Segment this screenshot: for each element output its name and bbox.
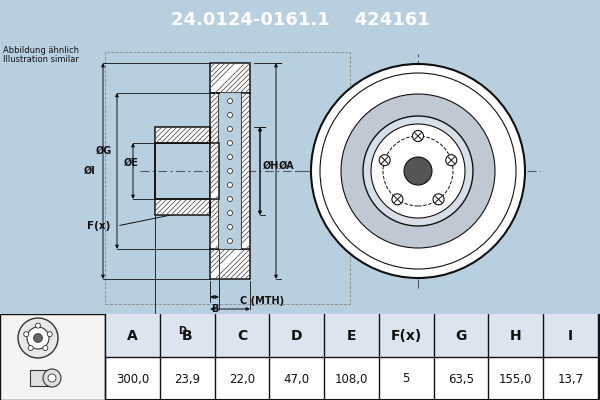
Text: C (MTH): C (MTH) bbox=[240, 296, 284, 306]
Bar bbox=[219, 93, 241, 249]
Circle shape bbox=[363, 116, 473, 226]
Text: 108,0: 108,0 bbox=[335, 372, 368, 386]
Text: G: G bbox=[455, 329, 467, 343]
Text: 63,5: 63,5 bbox=[448, 372, 474, 386]
Circle shape bbox=[311, 64, 525, 278]
Circle shape bbox=[27, 327, 49, 349]
Circle shape bbox=[227, 224, 233, 230]
Circle shape bbox=[227, 98, 233, 104]
Text: 47,0: 47,0 bbox=[284, 372, 310, 386]
Circle shape bbox=[18, 318, 58, 358]
Circle shape bbox=[227, 210, 233, 216]
Text: Abbildung ähnlich: Abbildung ähnlich bbox=[3, 46, 79, 55]
Circle shape bbox=[227, 112, 233, 118]
Circle shape bbox=[227, 238, 233, 244]
Circle shape bbox=[227, 140, 233, 146]
Circle shape bbox=[227, 196, 233, 202]
Bar bbox=[105, 52, 350, 304]
Text: B: B bbox=[182, 329, 193, 343]
Text: ØH: ØH bbox=[263, 161, 280, 171]
Text: H: H bbox=[510, 329, 521, 343]
Bar bbox=[105, 314, 598, 357]
Circle shape bbox=[446, 155, 457, 166]
Circle shape bbox=[404, 157, 432, 185]
Circle shape bbox=[371, 124, 465, 218]
Text: 155,0: 155,0 bbox=[499, 372, 533, 386]
Text: D: D bbox=[179, 326, 187, 336]
Circle shape bbox=[28, 346, 33, 350]
Circle shape bbox=[24, 332, 29, 337]
Text: Illustration similar: Illustration similar bbox=[3, 55, 79, 64]
Text: Ate: Ate bbox=[404, 186, 461, 216]
Text: 300,0: 300,0 bbox=[116, 372, 149, 386]
Bar bbox=[241, 93, 250, 249]
Text: A: A bbox=[127, 329, 138, 343]
Text: F(x): F(x) bbox=[86, 221, 110, 231]
Text: D: D bbox=[291, 329, 302, 343]
Bar bbox=[0, 314, 105, 400]
Circle shape bbox=[227, 168, 233, 174]
Text: 22,0: 22,0 bbox=[229, 372, 255, 386]
Circle shape bbox=[379, 155, 390, 166]
Bar bbox=[210, 63, 250, 93]
Text: ØI: ØI bbox=[84, 166, 96, 176]
Circle shape bbox=[433, 194, 444, 205]
Circle shape bbox=[47, 332, 52, 337]
Circle shape bbox=[227, 154, 233, 160]
Text: E: E bbox=[347, 329, 356, 343]
Text: C: C bbox=[237, 329, 247, 343]
Circle shape bbox=[34, 334, 43, 342]
Text: 13,7: 13,7 bbox=[557, 372, 584, 386]
Text: 24.0124-0161.1    424161: 24.0124-0161.1 424161 bbox=[170, 11, 430, 29]
Text: ØE: ØE bbox=[124, 158, 139, 168]
Circle shape bbox=[413, 130, 424, 142]
Circle shape bbox=[392, 194, 403, 205]
Circle shape bbox=[48, 374, 56, 382]
Bar bbox=[210, 93, 219, 249]
Circle shape bbox=[341, 94, 495, 248]
Text: F(x): F(x) bbox=[391, 329, 422, 343]
Bar bbox=[155, 127, 210, 143]
Bar bbox=[30, 370, 52, 386]
Bar bbox=[210, 249, 250, 279]
Text: 23,9: 23,9 bbox=[174, 372, 200, 386]
Circle shape bbox=[43, 369, 61, 387]
Bar bbox=[210, 143, 219, 199]
Text: B: B bbox=[211, 304, 218, 314]
Text: 5: 5 bbox=[403, 372, 410, 386]
Circle shape bbox=[43, 346, 48, 350]
Text: I: I bbox=[568, 329, 573, 343]
Bar bbox=[155, 199, 210, 215]
Circle shape bbox=[227, 182, 233, 188]
Circle shape bbox=[35, 323, 41, 328]
Text: ØA: ØA bbox=[279, 161, 295, 171]
Text: ØG: ØG bbox=[96, 146, 112, 156]
Circle shape bbox=[227, 126, 233, 132]
